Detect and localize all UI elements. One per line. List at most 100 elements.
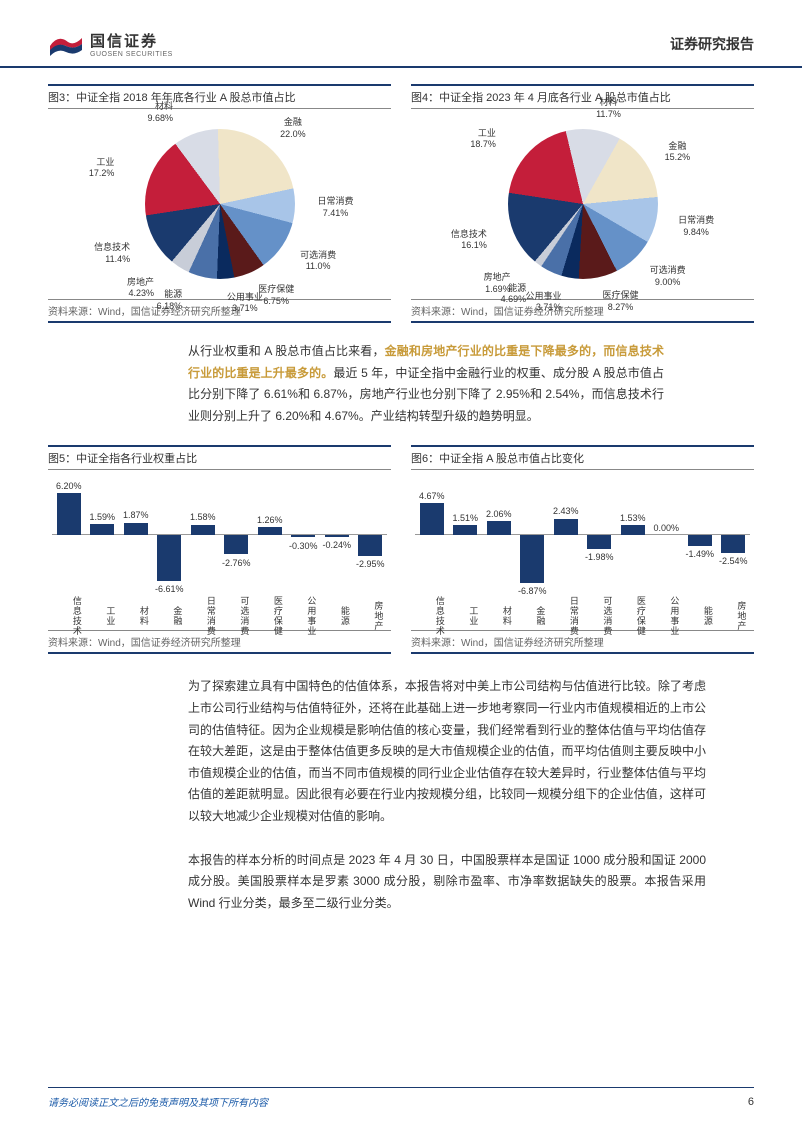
bar bbox=[358, 535, 382, 555]
x-axis-label: 医疗保健 bbox=[618, 596, 648, 636]
bar bbox=[487, 521, 511, 535]
bar bbox=[291, 535, 315, 537]
bar-value-label: -6.87% bbox=[518, 586, 547, 596]
bar-value-label: -2.95% bbox=[356, 559, 385, 569]
pie-slice-label: 可选消费11.0% bbox=[300, 250, 336, 273]
chart-3-body: 信息技术11.4%工业17.2%材料9.68%金融22.0%日常消费7.41%可… bbox=[48, 109, 391, 299]
bar-value-label: -6.61% bbox=[155, 584, 184, 594]
bar-value-label: -2.76% bbox=[222, 558, 251, 568]
chart-4-body: 信息技术16.1%工业18.7%材料11.7%金融15.2%日常消费9.84%可… bbox=[411, 109, 754, 299]
pie-slice-label: 日常消费9.84% bbox=[678, 215, 714, 238]
pie-slice-label: 金融15.2% bbox=[665, 141, 691, 164]
pie-slice-label: 材料9.68% bbox=[147, 101, 173, 124]
chart-5: 图5：中证全指各行业权重占比 6.20%1.59%1.87%-6.61%1.58… bbox=[48, 445, 391, 654]
logo-icon bbox=[48, 32, 84, 56]
bar-charts-row: 图5：中证全指各行业权重占比 6.20%1.59%1.87%-6.61%1.58… bbox=[48, 445, 754, 654]
bar bbox=[191, 525, 215, 536]
pie-slice-label: 能源6.18% bbox=[157, 289, 183, 312]
bar bbox=[157, 535, 181, 580]
x-axis-label: 房地产 bbox=[355, 596, 385, 636]
paragraph-2: 为了探索建立具有中国特色的估值体系，本报告将对中美上市公司结构与估值进行比较。除… bbox=[48, 676, 754, 827]
pie-slice-label: 公用事业3.71% bbox=[227, 292, 263, 315]
x-axis-label: 日常消费 bbox=[188, 596, 218, 636]
bar bbox=[587, 535, 611, 549]
pie-slice-label: 房地产1.69% bbox=[484, 272, 511, 295]
chart-4: 图4：中证全指 2023 年 4 月底各行业 A 股总市值占比 信息技术16.1… bbox=[411, 84, 754, 323]
page-header: 国信证券 GUOSEN SECURITIES 证券研究报告 bbox=[0, 0, 802, 68]
x-axis-label: 房地产 bbox=[718, 596, 748, 636]
p1-pre: 从行业权重和 A 股总市值占比来看， bbox=[188, 344, 385, 358]
x-axis-label: 日常消费 bbox=[551, 596, 581, 636]
bar bbox=[57, 493, 81, 536]
bar-value-label: 1.58% bbox=[190, 512, 216, 522]
pie-slice-label: 日常消费7.41% bbox=[317, 196, 353, 219]
x-axis-label: 信息技术 bbox=[54, 596, 84, 636]
pie-slice-label: 医疗保健6.75% bbox=[258, 284, 294, 307]
x-axis-label: 金融 bbox=[154, 596, 184, 636]
bar-value-label: 2.43% bbox=[553, 506, 579, 516]
chart-5-body: 6.20% 1.59% 1.87% -6.61% 1.58% -2.76% 1.26% -0.… bbox=[48, 470, 391, 630]
pie-slice-label: 工业17.2% bbox=[89, 157, 115, 180]
bar-value-label: 1.87% bbox=[123, 510, 149, 520]
logo-text-cn: 国信证券 bbox=[90, 30, 173, 51]
bar-value-label: 0.00% bbox=[653, 523, 679, 533]
bar bbox=[420, 503, 444, 535]
bar-value-label: -0.24% bbox=[322, 540, 351, 550]
x-axis-label: 能源 bbox=[685, 596, 715, 636]
x-axis-label: 工业 bbox=[450, 596, 480, 636]
chart-6: 图6：中证全指 A 股总市值占比变化 4.67%1.51%2.06%-6.87%… bbox=[411, 445, 754, 654]
x-axis-label: 工业 bbox=[87, 596, 117, 636]
chart-4-source: 资料来源：Wind，国信证券经济研究所整理 bbox=[411, 299, 754, 323]
bar bbox=[258, 527, 282, 536]
chart-6-body: 4.67%1.51%2.06%-6.87%2.43%-1.98%1.53%0.0… bbox=[411, 470, 754, 630]
chart-3: 图3：中证全指 2018 年年底各行业 A 股总市值占比 信息技术11.4% 工业… bbox=[48, 84, 391, 323]
paragraph-3: 本报告的样本分析的时间点是 2023 年 4 月 30 日，中国股票样本是国证 … bbox=[48, 850, 754, 915]
bar-value-label: 1.53% bbox=[620, 513, 646, 523]
bar-value-label: 2.06% bbox=[486, 509, 512, 519]
bar bbox=[224, 535, 248, 554]
footer-disclaimer: 请务必阅读正文之后的免责声明及其项下所有内容 bbox=[48, 1094, 268, 1109]
bar bbox=[90, 524, 114, 535]
bar-value-label: -1.49% bbox=[685, 549, 714, 559]
bar-value-label: -1.98% bbox=[585, 552, 614, 562]
logo-text-en: GUOSEN SECURITIES bbox=[90, 51, 173, 58]
chart-3-title: 图3：中证全指 2018 年年底各行业 A 股总市值占比 bbox=[48, 84, 391, 109]
bar-value-label: -2.54% bbox=[719, 556, 748, 566]
bar bbox=[621, 525, 645, 536]
pie-slice-label: 公用事业3.71% bbox=[525, 291, 561, 314]
report-title: 证券研究报告 bbox=[670, 34, 754, 54]
bar-value-label: 4.67% bbox=[419, 491, 445, 501]
bar-value-label: -0.30% bbox=[289, 541, 318, 551]
x-axis-label: 信息技术 bbox=[417, 596, 447, 636]
pie-slice-label: 材料11.7% bbox=[596, 97, 621, 120]
bar bbox=[520, 535, 544, 582]
bar-value-label: 1.59% bbox=[89, 512, 115, 522]
bar bbox=[688, 535, 712, 545]
x-axis-label: 材料 bbox=[121, 596, 151, 636]
pie-slice-label: 可选消费9.00% bbox=[650, 265, 686, 288]
paragraph-1: 从行业权重和 A 股总市值占比来看，金融和房地产行业的比重是下降最多的，而信息技… bbox=[48, 341, 754, 427]
page-number: 6 bbox=[748, 1096, 754, 1108]
pie-slice-label: 工业18.7% bbox=[470, 128, 496, 151]
bar bbox=[325, 535, 349, 537]
bar bbox=[721, 535, 745, 552]
bar-value-label: 6.20% bbox=[56, 481, 82, 491]
x-axis-label: 公用事业 bbox=[288, 596, 318, 636]
x-axis-label: 可选消费 bbox=[584, 596, 614, 636]
x-axis-label: 可选消费 bbox=[221, 596, 251, 636]
page-footer: 请务必阅读正文之后的免责声明及其项下所有内容 6 bbox=[48, 1087, 754, 1109]
bar bbox=[124, 523, 148, 536]
pie-slice-label: 信息技术11.4% bbox=[94, 242, 130, 265]
company-logo: 国信证券 GUOSEN SECURITIES bbox=[48, 30, 173, 58]
pie-slice-label: 信息技术16.1% bbox=[451, 229, 487, 252]
chart-4-title: 图4：中证全指 2023 年 4 月底各行业 A 股总市值占比 bbox=[411, 84, 754, 109]
pie-slice-label: 金融22.0% bbox=[280, 117, 306, 140]
x-axis-label: 材料 bbox=[484, 596, 514, 636]
x-axis-label: 医疗保健 bbox=[255, 596, 285, 636]
x-axis-label: 公用事业 bbox=[651, 596, 681, 636]
x-axis-label: 能源 bbox=[322, 596, 352, 636]
chart-3-source: 资料来源：Wind，国信证券经济研究所整理 bbox=[48, 299, 391, 323]
bar bbox=[453, 525, 477, 535]
bar-value-label: 1.26% bbox=[257, 515, 283, 525]
chart-6-title: 图6：中证全指 A 股总市值占比变化 bbox=[411, 445, 754, 470]
